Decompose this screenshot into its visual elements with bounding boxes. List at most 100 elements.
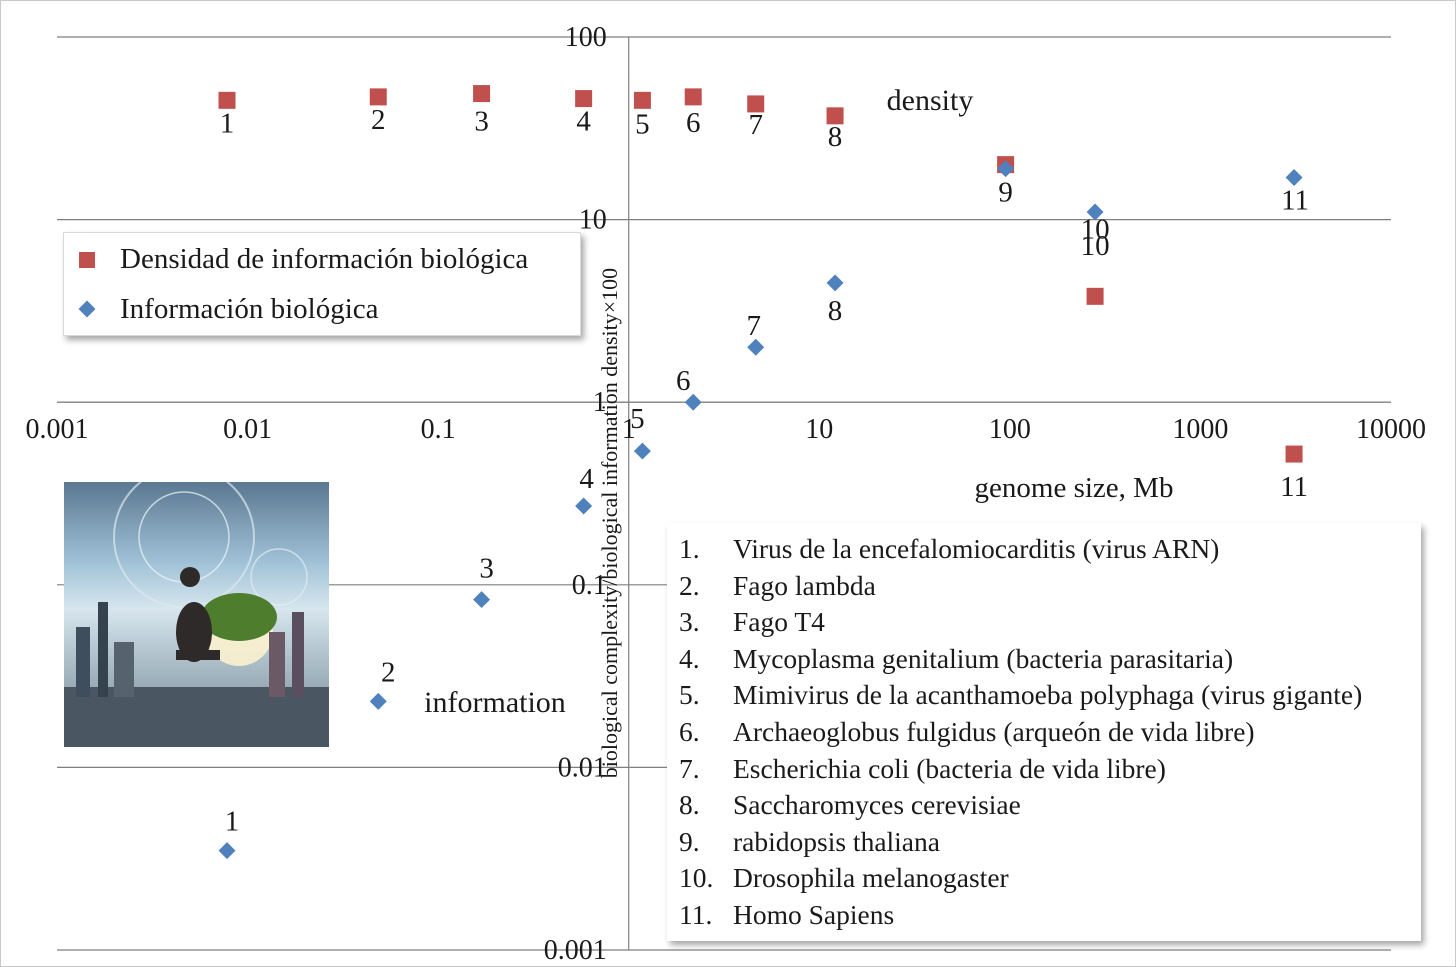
- list-item: 10. Drosophila melanogaster: [679, 860, 1421, 897]
- information-point-label-5: 5: [630, 403, 645, 435]
- red-square-icon: [76, 250, 106, 270]
- list-text: Escherichia coli (bacteria de vida libre…: [733, 752, 1166, 784]
- y-tick-label-0.1: 0.1: [572, 570, 607, 601]
- legend-label: Información biológica: [120, 293, 379, 325]
- annotation-information: information: [424, 686, 566, 719]
- density-point-4: [575, 90, 593, 108]
- x-tick-label-1000: 1000: [1172, 414, 1228, 445]
- density-point-11: [1285, 445, 1303, 463]
- list-number: 10.: [679, 862, 714, 894]
- list-item: 4. Mycoplasma genitalium (bacteria parasi…: [679, 641, 1421, 678]
- list-item: 5. Mimivirus de la acanthamoeba polyphaga…: [679, 677, 1421, 714]
- density-point-2: [369, 88, 387, 106]
- legend-label: Densidad de información biológica: [120, 243, 529, 275]
- information-point-6: [684, 393, 702, 411]
- information-point-label-6: 6: [676, 365, 691, 397]
- density-point-5: [633, 91, 651, 109]
- x-tick-label-100: 100: [989, 414, 1031, 445]
- list-number: 1.: [679, 533, 700, 564]
- list-item: 7. Escherichia coli (bacteria de vida lib…: [679, 751, 1421, 788]
- density-point-6: [684, 88, 702, 106]
- list-item: 9. rabidopsis thaliana: [679, 824, 1421, 861]
- list-number: 8.: [679, 789, 700, 821]
- list-number: 7.: [679, 752, 700, 784]
- organism-list: 1. Virus de la encefalomiocarditis (virus…: [667, 523, 1421, 941]
- information-point-label-2: 2: [381, 656, 396, 688]
- blue-diamond-icon: [76, 300, 106, 320]
- density-point-label-5: 5: [635, 108, 650, 140]
- list-number: 3.: [679, 606, 700, 638]
- axes: [57, 37, 1391, 950]
- density-point-label-4: 4: [576, 106, 591, 138]
- information-point-label-10: 10: [1081, 230, 1110, 262]
- density-point-10: [1086, 287, 1104, 305]
- list-item: 11. Homo Sapiens: [679, 897, 1421, 934]
- density-point-3: [473, 85, 491, 103]
- x-tick-label-10: 10: [805, 414, 833, 445]
- annotation-density: density: [887, 84, 974, 117]
- information-point-11: [1285, 169, 1303, 187]
- tick-labels: 0.001 0.01 0.1 1 10 100 1000 10000 0.001 0.01 0.1 1…: [26, 22, 1427, 966]
- density-point-1: [218, 91, 236, 109]
- information-point-label-4: 4: [579, 463, 594, 495]
- list-text: Mycoplasma genitalium (bacteria parasita…: [733, 642, 1234, 674]
- legend: Densidad de información biológica Inform…: [63, 232, 581, 336]
- list-text: rabidopsis thaliana: [733, 825, 940, 857]
- information-point-8: [826, 274, 844, 292]
- density-point-7: [747, 95, 765, 113]
- density-point-label-3: 3: [474, 106, 489, 138]
- density-point-label-7: 7: [748, 109, 763, 141]
- list-text: Fago T4: [733, 606, 825, 638]
- list-item: 3. Fago T4: [679, 604, 1421, 641]
- list-text: Drosophila melanogaster: [733, 862, 1009, 894]
- y-tick-label-100: 100: [565, 22, 607, 53]
- y-tick-label-0.01: 0.01: [558, 752, 607, 783]
- list-number: 9.: [679, 825, 700, 857]
- y-tick-label-1: 1: [593, 387, 607, 418]
- legend-item-density: Densidad de información biológica: [76, 243, 528, 276]
- y-axis-title: biological complexity/biological informa…: [597, 268, 622, 778]
- information-point-label-8: 8: [828, 295, 843, 327]
- illustration-thinker-image: [64, 466, 329, 747]
- y-tick-label-0.001: 0.001: [544, 935, 607, 966]
- density-point-label-6: 6: [686, 107, 701, 139]
- density-point-label-8: 8: [828, 121, 843, 153]
- list-number: 2.: [679, 569, 700, 601]
- legend-item-information: Información biológica: [76, 293, 379, 326]
- list-number: 11.: [679, 898, 713, 930]
- list-item: 8. Saccharomyces cerevisiae: [679, 787, 1421, 824]
- density-point-label-2: 2: [371, 104, 386, 136]
- information-point-label-11: 11: [1281, 185, 1309, 217]
- list-text: Homo Sapiens: [733, 898, 895, 930]
- list-text: Archaeoglobus fulgidus (arqueón de vida …: [733, 715, 1255, 747]
- information-point-4: [575, 497, 593, 515]
- list-number: 4.: [679, 642, 700, 674]
- information-point-7: [747, 338, 765, 356]
- information-point-9: [997, 160, 1015, 178]
- list-item: 6. Archaeoglobus fulgidus (arqueón de vid…: [679, 714, 1421, 751]
- density-point-label-11: 11: [1280, 471, 1308, 503]
- list-item: 2. Fago lambda: [679, 568, 1421, 605]
- list-text: Fago lambda: [733, 569, 876, 601]
- information-point-1: [218, 842, 236, 860]
- list-number: 5.: [679, 679, 700, 711]
- information-point-label-7: 7: [746, 310, 761, 342]
- x-tick-label-0.01: 0.01: [223, 414, 272, 445]
- x-tick-label-1: 1: [622, 414, 636, 445]
- list-text: Mimivirus de la acanthamoeba polyphaga (…: [733, 679, 1363, 711]
- x-axis-title: genome size, Mb: [975, 472, 1174, 504]
- information-point-label-1: 1: [225, 806, 240, 838]
- x-tick-label-10000: 10000: [1356, 414, 1426, 445]
- list-text: Saccharomyces cerevisiae: [733, 789, 1021, 821]
- information-point-label-3: 3: [479, 553, 494, 585]
- y-tick-label-10: 10: [579, 205, 607, 236]
- x-tick-label-0.1: 0.1: [421, 414, 456, 445]
- list-item: 1. Virus de la encefalomiocarditis (virus…: [679, 531, 1421, 568]
- list-text: Virus de la encefalomiocarditis (virus A…: [733, 533, 1220, 564]
- list-number: 6.: [679, 715, 700, 747]
- density-point-8: [826, 107, 844, 125]
- information-point-3: [473, 591, 491, 609]
